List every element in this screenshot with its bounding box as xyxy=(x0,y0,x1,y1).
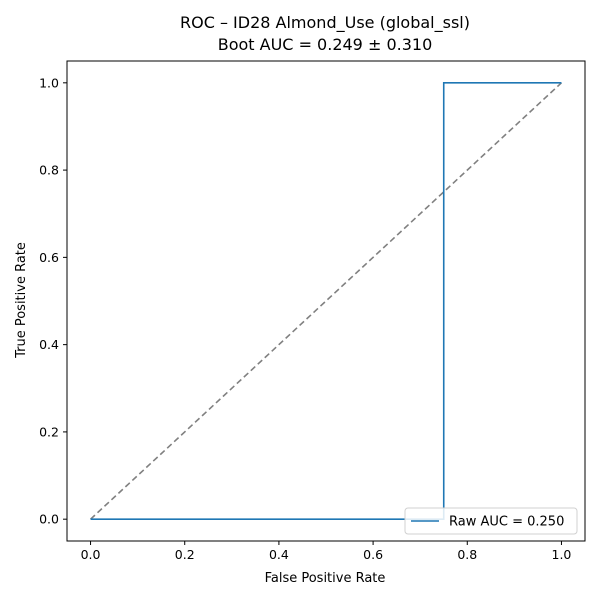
x-axis-label: False Positive Rate xyxy=(265,571,386,586)
legend-box xyxy=(404,507,578,535)
x-tick-label: 1.0 xyxy=(552,547,572,562)
y-tick-label: 0.2 xyxy=(39,424,59,439)
y-tick-label: 1.0 xyxy=(39,75,59,90)
x-tick-label: 0.0 xyxy=(81,547,101,562)
x-tick-label: 0.8 xyxy=(457,547,477,562)
roc-curve-line xyxy=(90,82,562,520)
y-tick-label: 0.0 xyxy=(39,512,59,527)
x-tick-label: 0.6 xyxy=(363,547,383,562)
x-tick-label: 0.4 xyxy=(269,547,289,562)
chart-title: ROC – ID28 Almond_Use (global_ssl) xyxy=(180,13,470,33)
y-axis-label: True Positive Rate xyxy=(14,242,29,359)
chart-subtitle: Boot AUC = 0.249 ± 0.310 xyxy=(218,35,433,54)
y-tick-label: 0.4 xyxy=(39,337,59,352)
y-tick-label: 0.8 xyxy=(39,163,59,178)
plot-area: 0.0 0.2 0.4 0.6 0.8 1.0 0.0 0.2 0.4 0.6 0.8 1.0 Raw … xyxy=(39,60,586,562)
y-tick-label: 0.6 xyxy=(39,250,59,265)
chance-diagonal-line xyxy=(90,82,562,520)
legend-entry-label: Raw AUC = 0.250 xyxy=(449,515,564,530)
plot-frame xyxy=(66,60,586,542)
x-tick-label: 0.2 xyxy=(175,547,195,562)
